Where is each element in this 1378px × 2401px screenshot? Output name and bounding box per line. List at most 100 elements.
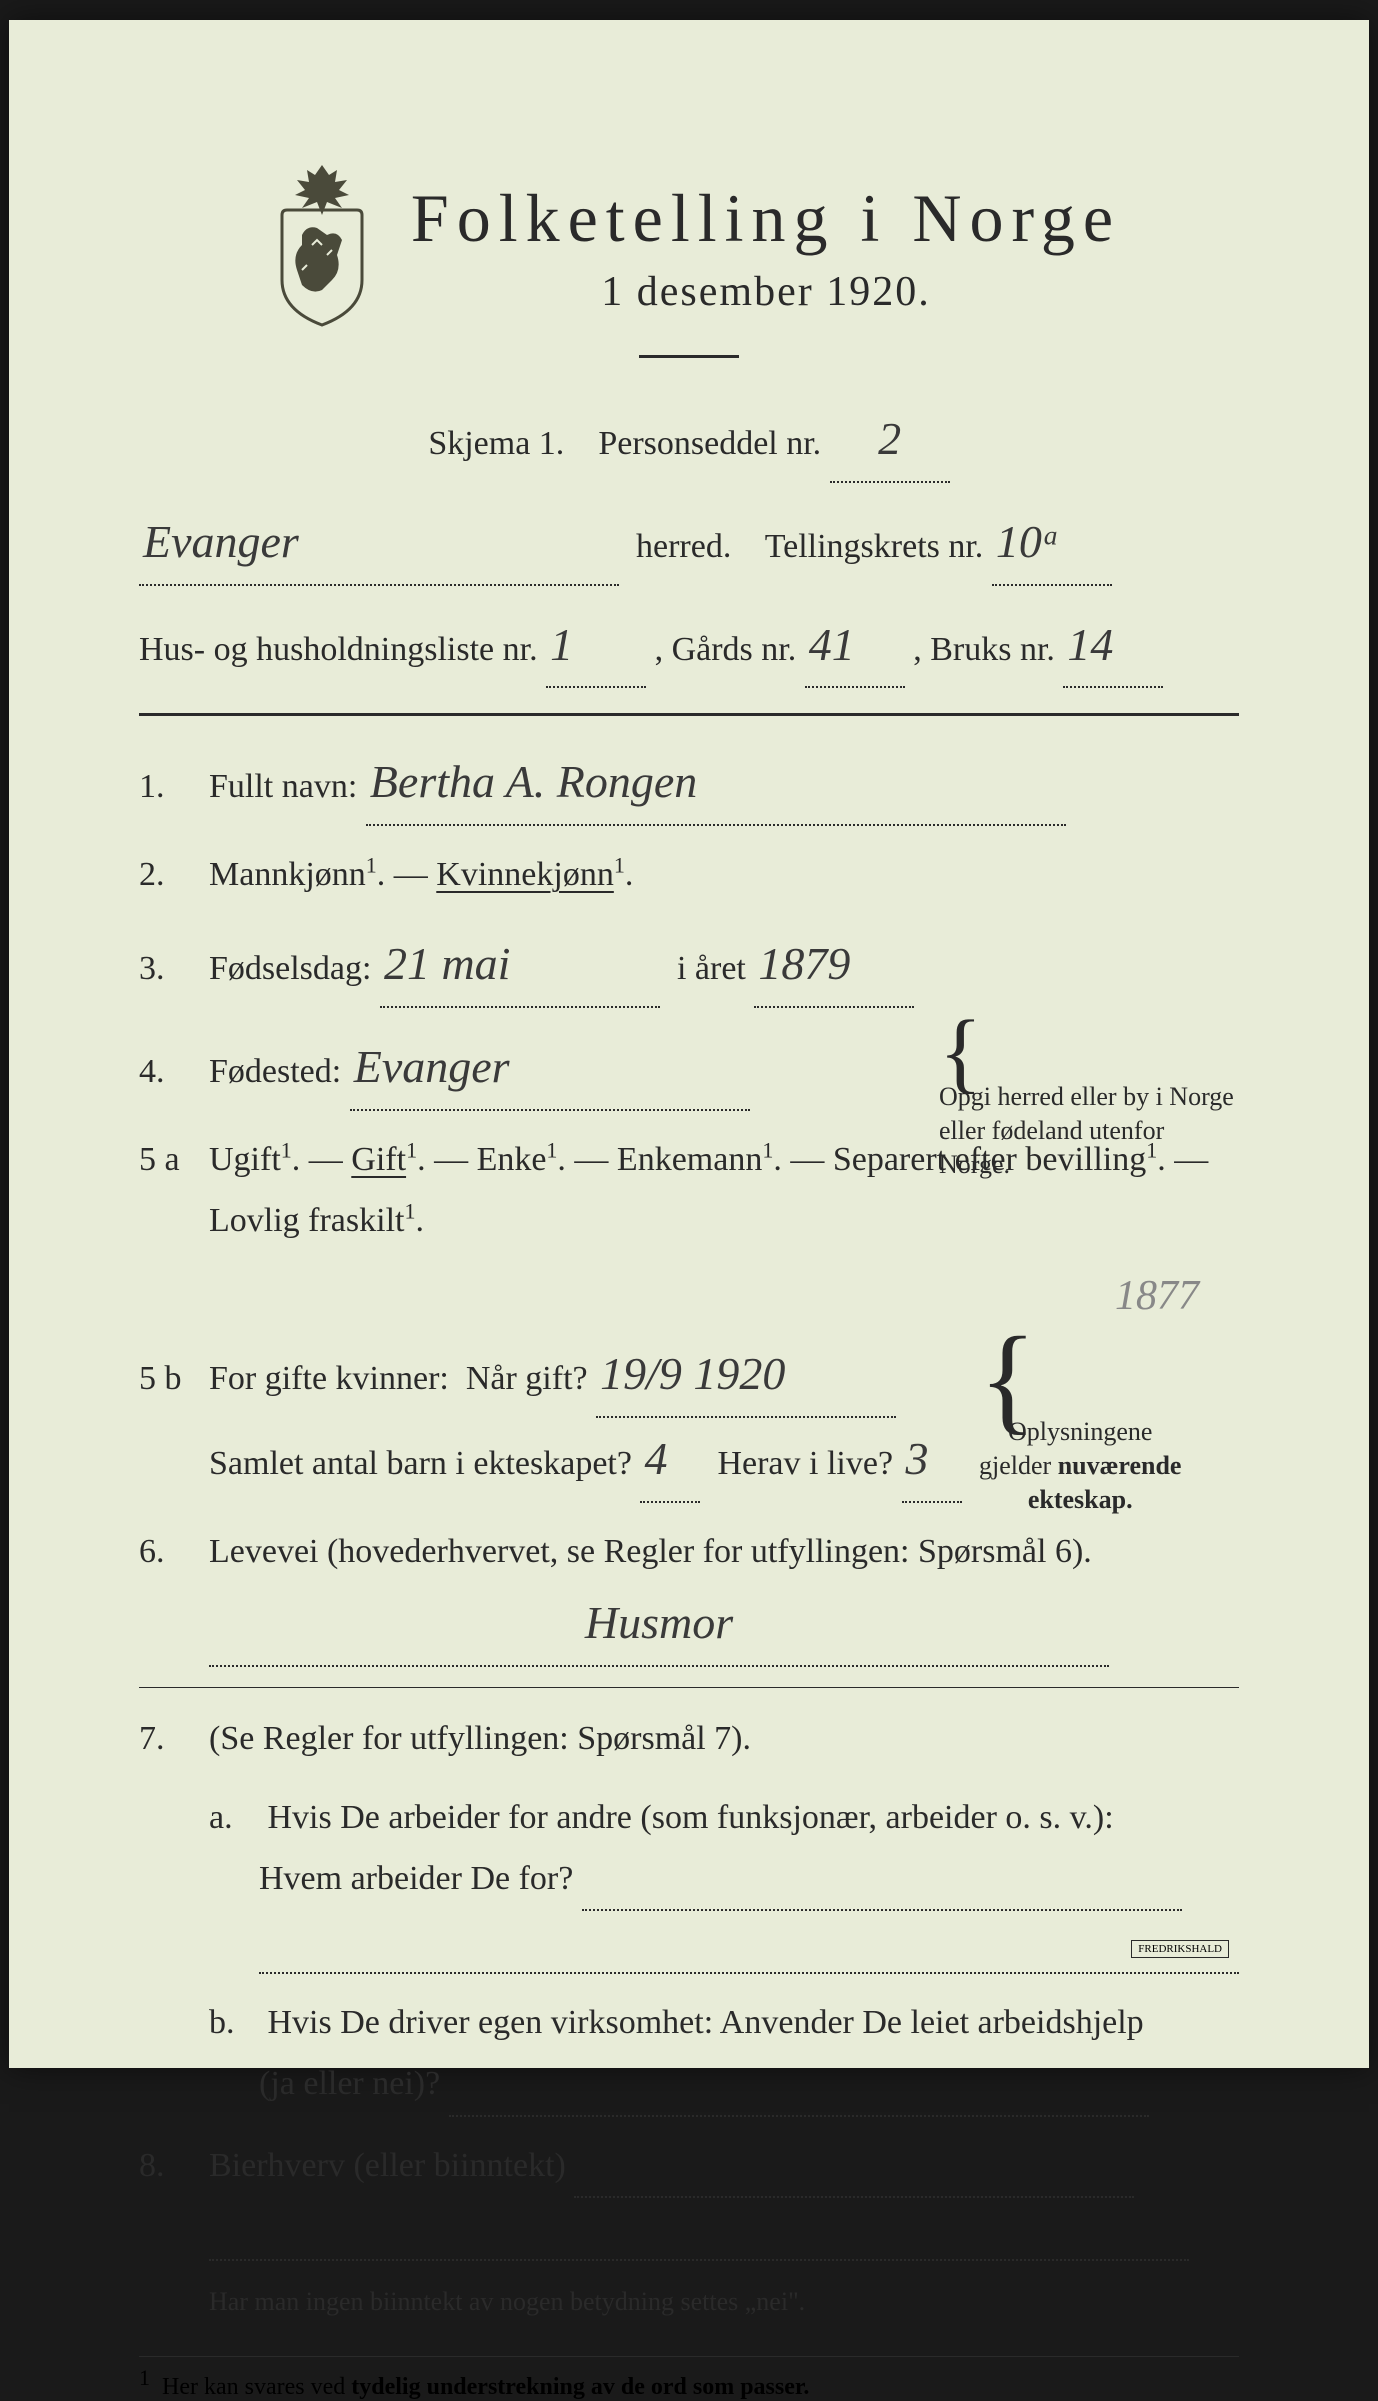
footnote-text: Her kan svares ved tydelig understreknin… bbox=[162, 2374, 809, 2400]
q5b-sideyear-line: 1877 bbox=[139, 1259, 1199, 1335]
q3-label: Fødselsdag: bbox=[209, 950, 371, 987]
q5b-when-value: 19/9 1920 bbox=[600, 1348, 785, 1399]
header: Folketelling i Norge 1 desember 1920. bbox=[139, 160, 1239, 358]
q8-blank2 bbox=[209, 2198, 1189, 2261]
q5a-options: Ugift1. — Gift1. — Enke1. — Enkemann1. —… bbox=[209, 1129, 1239, 1251]
q4-num: 4. bbox=[139, 1041, 209, 1102]
q7a-blank bbox=[582, 1848, 1182, 1911]
skjema-line: Skjema 1. Personseddel nr. 2 bbox=[139, 398, 1239, 483]
q5a-opt-4: Separert efter bevilling bbox=[833, 1141, 1146, 1178]
herred-line: Evanger herred. Tellingskrets nr. 10ᵃ bbox=[139, 501, 1239, 586]
tellingskrets-label: Tellingskrets nr. bbox=[765, 528, 984, 565]
q5b-alive-label: Herav i live? bbox=[717, 1445, 893, 1482]
q5a-opt-1: Gift bbox=[351, 1141, 406, 1178]
q3-num: 3. bbox=[139, 938, 209, 999]
sup: 1 bbox=[404, 1199, 415, 1224]
q5b-num: 5 b bbox=[139, 1348, 209, 1409]
sup: 1 bbox=[762, 1138, 773, 1163]
q3-line: 3. Fødselsdag: 21 mai i året 1879 bbox=[139, 923, 1239, 1008]
q5a-opt-2: Enke bbox=[477, 1141, 547, 1178]
q8-num: 8. bbox=[139, 2135, 209, 2196]
q8-label: Bierhverv (eller biinntekt) bbox=[209, 2147, 566, 2184]
form-inner: Folketelling i Norge 1 desember 1920. Sk… bbox=[59, 80, 1319, 2008]
hr-2 bbox=[139, 1687, 1239, 1688]
q5a-line: 5 a Ugift1. — Gift1. — Enke1. — Enkemann… bbox=[139, 1129, 1239, 1251]
q5a-opt-0: Ugift bbox=[209, 1141, 281, 1178]
q7-num: 7. bbox=[139, 1708, 209, 1769]
brace-icon: { bbox=[979, 1343, 1037, 1415]
hr-1 bbox=[139, 713, 1239, 716]
personseddel-label: Personseddel nr. bbox=[598, 425, 821, 462]
q3-day: 21 mai bbox=[384, 938, 511, 989]
q4-label: Fødested: bbox=[209, 1053, 341, 1090]
q2-sup1: 1 bbox=[366, 853, 377, 878]
printer-mark: FREDRIKSHALD bbox=[1131, 1940, 1229, 1958]
herred-value: Evanger bbox=[143, 516, 299, 567]
q8-blank bbox=[574, 2135, 1134, 2198]
q5b-note-a: Oplysningene bbox=[1008, 1417, 1152, 1446]
gards-label: Gårds nr. bbox=[672, 631, 797, 668]
q1-num: 1. bbox=[139, 756, 209, 817]
sup: 1 bbox=[281, 1138, 292, 1163]
q7b-line: b. Hvis De driver egen virksomhet: Anven… bbox=[139, 1992, 1239, 2116]
subtitle: 1 desember 1920. bbox=[411, 268, 1121, 316]
q7a-blank2 bbox=[259, 1911, 1239, 1974]
q4-line: 4. Fødested: Evanger { Opgi herred eller… bbox=[139, 1026, 1239, 1111]
q2-num: 2. bbox=[139, 844, 209, 905]
herred-label: herred. bbox=[636, 528, 731, 565]
q7a-line: a. Hvis De arbeider for andre (som funks… bbox=[139, 1787, 1239, 1975]
q5b-alive-value: 3 bbox=[906, 1433, 929, 1484]
q7b-label2: (ja eller nei)? bbox=[209, 2065, 440, 2102]
census-form-page: Folketelling i Norge 1 desember 1920. Sk… bbox=[9, 20, 1369, 2068]
personseddel-nr: 2 bbox=[878, 413, 901, 464]
q5b-label: For gifte kvinner: bbox=[209, 1360, 449, 1397]
brace-icon: { bbox=[939, 1026, 982, 1080]
skjema-label: Skjema 1. bbox=[428, 425, 564, 462]
q7a-letter: a. bbox=[209, 1787, 259, 1848]
q5b-when-label: Når gift? bbox=[466, 1360, 588, 1397]
bruks-label: Bruks nr. bbox=[930, 631, 1055, 668]
bruks-nr: 14 bbox=[1067, 619, 1113, 670]
sup: 1 bbox=[406, 1138, 417, 1163]
q4-value: Evanger bbox=[354, 1041, 510, 1092]
printer-text: FREDRIKSHALD bbox=[1138, 1943, 1222, 1955]
sup: 1 bbox=[546, 1138, 557, 1163]
q5a-num: 5 a bbox=[139, 1129, 209, 1190]
q5a-opt-3: Enkemann bbox=[617, 1141, 762, 1178]
q2-kvinne: Kvinnekjønn bbox=[436, 856, 614, 893]
q1-value: Bertha A. Rongen bbox=[370, 756, 697, 807]
sup: 1 bbox=[1146, 1138, 1157, 1163]
main-title: Folketelling i Norge bbox=[411, 179, 1121, 258]
q7-line: 7. (Se Regler for utfyllingen: Spørsmål … bbox=[139, 1708, 1239, 1769]
divider bbox=[639, 355, 739, 358]
q6-value: Husmor bbox=[585, 1597, 733, 1648]
q2-mann: Mannkjønn bbox=[209, 856, 366, 893]
tellingskrets-nr: 10ᵃ bbox=[996, 516, 1060, 567]
q5a-opt-5: Lovlig fraskilt bbox=[209, 1202, 404, 1239]
q5b-sideyear: 1877 bbox=[1115, 1273, 1199, 1319]
q2-line: 2. Mannkjønn1. — Kvinnekjønn1. bbox=[139, 844, 1239, 905]
q6-num: 6. bbox=[139, 1521, 209, 1582]
q7a-label: Hvis De arbeider for andre (som funksjon… bbox=[268, 1799, 1114, 1836]
q5b-line: 5 b For gifte kvinner: Når gift? 19/9 19… bbox=[139, 1333, 1239, 1503]
q6-label: Levevei (hovederhvervet, se Regler for u… bbox=[209, 1533, 1092, 1570]
q5b-note-c: ekteskap. bbox=[1028, 1485, 1133, 1514]
q7b-letter: b. bbox=[209, 1992, 259, 2053]
q7-heading: (Se Regler for utfyllingen: Spørsmål 7). bbox=[209, 1720, 751, 1757]
q5b-children-value: 4 bbox=[644, 1433, 667, 1484]
hus-label: Hus- og husholdningsliste nr. bbox=[139, 631, 538, 668]
tail-note: Har man ingen biinntekt av nogen betydni… bbox=[139, 2279, 1239, 2326]
q1-label: Fullt navn: bbox=[209, 768, 357, 805]
q5b-sidenote: { Oplysningene gjelder nuværende ekteska… bbox=[979, 1343, 1239, 1516]
q3-mid: i året bbox=[677, 950, 746, 987]
gards-nr: 41 bbox=[809, 619, 855, 670]
q3-year: 1879 bbox=[758, 938, 850, 989]
hus-line: Hus- og husholdningsliste nr. 1 , Gårds … bbox=[139, 604, 1239, 689]
coat-of-arms-icon bbox=[257, 160, 387, 335]
q7b-label: Hvis De driver egen virksomhet: Anvender… bbox=[268, 2004, 1144, 2041]
hus-nr: 1 bbox=[550, 619, 573, 670]
q7a-label2: Hvem arbeider De for? bbox=[209, 1860, 573, 1897]
q7b-blank bbox=[449, 2053, 1149, 2116]
footnote-sup: 1 bbox=[139, 2365, 150, 2390]
title-block: Folketelling i Norge 1 desember 1920. bbox=[411, 179, 1121, 316]
